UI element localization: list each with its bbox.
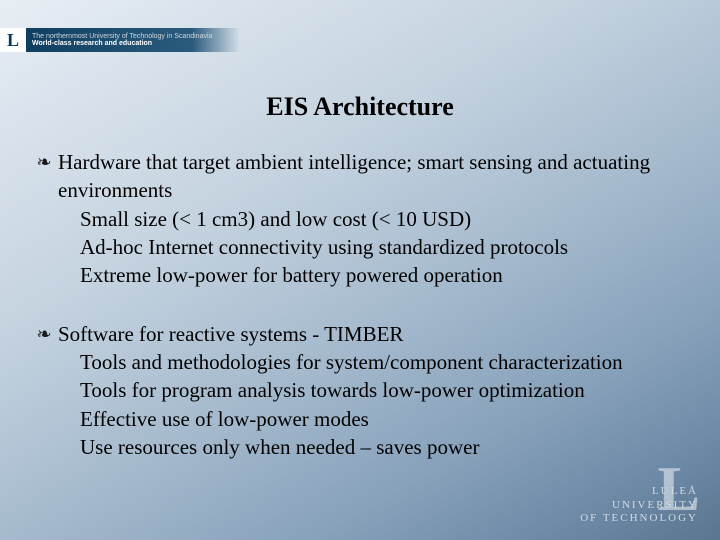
header-logo-letter: L <box>7 30 19 51</box>
slide-title: EIS Architecture <box>0 92 720 122</box>
header-tagline-2: World-class research and education <box>32 40 212 47</box>
header-band: L The northernmost University of Technol… <box>0 28 240 52</box>
bullet-row: ❧ Hardware that target ambient intellige… <box>30 148 680 290</box>
bullet-sub-text: Effective use of low-power modes <box>58 405 680 433</box>
footer-logo-line2: UNIVERSITY <box>580 499 698 513</box>
bullet-row: ❧ Software for reactive systems - TIMBER… <box>30 320 680 462</box>
bullet-sub-text: Tools and methodologies for system/compo… <box>58 348 680 376</box>
bullet-sub-text: Use resources only when needed – saves p… <box>58 433 680 461</box>
header-tagline-1: The northernmost University of Technolog… <box>32 33 212 40</box>
footer-logo-line3: OF TECHNOLOGY <box>580 512 698 526</box>
bullet-body: Hardware that target ambient intelligenc… <box>58 148 680 290</box>
header-text-block: The northernmost University of Technolog… <box>32 33 212 48</box>
leaf-bullet-icon: ❧ <box>30 320 58 348</box>
bullet-group: ❧ Software for reactive systems - TIMBER… <box>30 320 680 462</box>
slide: L The northernmost University of Technol… <box>0 0 720 540</box>
bullet-sub-text: Extreme low-power for battery powered op… <box>58 261 680 289</box>
bullet-body: Software for reactive systems - TIMBER T… <box>58 320 680 462</box>
footer-logo-text: LULEÅ UNIVERSITY OF TECHNOLOGY <box>580 485 698 526</box>
header-logo-box: L <box>0 28 26 52</box>
leaf-bullet-icon: ❧ <box>30 148 58 176</box>
bullet-sub-text: Ad-hoc Internet connectivity using stand… <box>58 233 680 261</box>
footer-logo-line1: LULEÅ <box>580 485 698 499</box>
bullet-group: ❧ Hardware that target ambient intellige… <box>30 148 680 290</box>
footer-logo: L LULEÅ UNIVERSITY OF TECHNOLOGY <box>580 485 698 526</box>
content-area: ❧ Hardware that target ambient intellige… <box>30 148 680 491</box>
bullet-main-text: Software for reactive systems - TIMBER <box>58 320 680 348</box>
bullet-sub-text: Small size (< 1 cm3) and low cost (< 10 … <box>58 205 680 233</box>
bullet-main-text: Hardware that target ambient intelligenc… <box>58 148 680 205</box>
bullet-sub-text: Tools for program analysis towards low-p… <box>58 376 680 404</box>
